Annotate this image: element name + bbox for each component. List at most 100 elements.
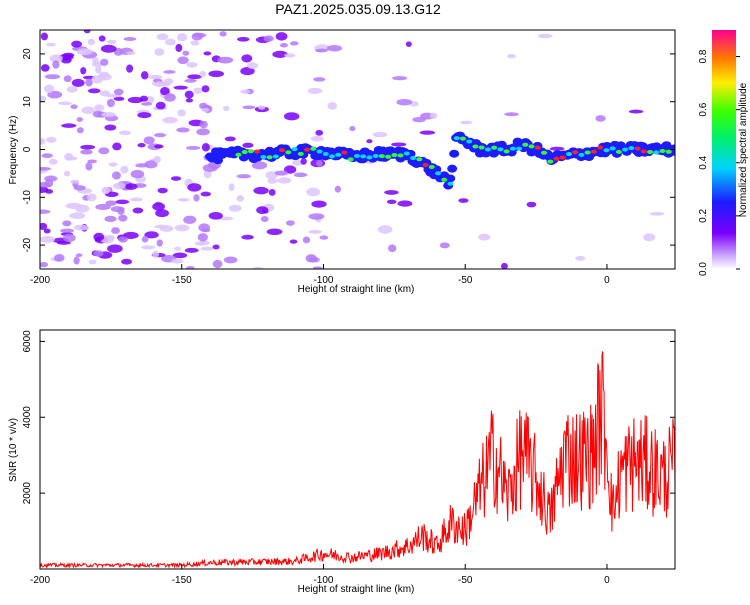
spectrogram-cell — [289, 41, 299, 46]
spectrogram-cell — [153, 132, 167, 138]
spectrogram-cell — [266, 228, 283, 236]
spectrogram-cell — [183, 215, 197, 224]
spectrogram-cell — [311, 200, 327, 208]
spectrogram-cell — [143, 136, 155, 145]
spectrogram-cell — [125, 51, 136, 55]
spectrogram-cell — [155, 101, 166, 110]
spectrogram-cell — [83, 30, 91, 34]
spectrogram-cell — [52, 60, 60, 69]
spectrogram-cell — [322, 152, 329, 157]
spectrogram-cell — [360, 154, 367, 159]
spectrogram-cell — [140, 71, 149, 80]
spectrogram-cell — [447, 181, 454, 186]
spectrogram-cell — [47, 90, 63, 99]
spectrogram-cell — [603, 148, 610, 153]
spectrogram-cell — [372, 131, 388, 138]
x-tick-label: 0 — [604, 275, 610, 286]
spectrogram-cell — [458, 198, 469, 203]
spectrogram-cell — [251, 161, 268, 170]
spectrogram-cell — [478, 145, 485, 150]
spectrogram-cell — [115, 199, 130, 205]
spectrogram-cell — [58, 101, 72, 106]
spectrogram-cell — [81, 106, 95, 115]
spectrogram-cell — [353, 154, 360, 159]
spectrogram-cell — [141, 245, 156, 250]
spectrogram-cell — [73, 224, 90, 231]
spectrogram-cell — [447, 164, 458, 173]
spectrogram-cell — [40, 222, 48, 230]
colorbar-label: Normalized spectral amplitude — [738, 82, 749, 217]
y-tick-label: 2000 — [22, 482, 33, 505]
spectrogram-cell — [71, 78, 85, 87]
spectrogram-cell — [308, 213, 325, 220]
spectrogram-cell — [187, 74, 202, 80]
spectrogram-cell — [224, 136, 236, 142]
x-tick-label: 0 — [604, 575, 610, 586]
spectrogram-cell — [120, 165, 129, 174]
spectrogram-cell — [141, 235, 149, 243]
spectrogram-x-axis-label: Height of straight line (km) — [298, 284, 415, 295]
spectrogram-cell — [112, 142, 122, 151]
x-tick-label: -50 — [458, 275, 473, 286]
spectrogram-cell — [653, 150, 660, 155]
spectrogram-cell — [240, 67, 255, 76]
spectrogram-cell — [184, 247, 199, 253]
spectrogram-x-ticks: -200 -150 -100 -50 0 — [30, 264, 610, 286]
x-tick-label: -200 — [30, 575, 50, 586]
spectrogram-cell — [157, 187, 168, 194]
spectrogram-cell — [391, 142, 407, 147]
spectrogram-cell — [54, 254, 65, 262]
spectrogram-cell — [98, 71, 110, 79]
spectrogram-cell — [164, 78, 174, 85]
spectrogram-cell — [459, 136, 466, 141]
spectrogram-cell — [293, 172, 308, 178]
spectrogram-cell — [538, 33, 553, 39]
spectrogram-cell — [628, 146, 635, 151]
spectrogram-cell — [297, 151, 304, 156]
spectrogram-cell — [94, 104, 105, 112]
spectrogram-cell — [118, 214, 128, 222]
spectrogram-cell — [228, 204, 242, 212]
spectrogram-cell — [522, 142, 529, 147]
spectrogram-cell — [310, 146, 317, 151]
spectrogram-cell — [117, 207, 125, 215]
spectrogram-cell — [484, 147, 491, 152]
spectrogram-cell — [85, 78, 93, 87]
colorbar: 0.0 0.2 0.4 0.6 0.8 Normalized spectral ampl… — [698, 30, 749, 276]
spectrogram-cell — [170, 176, 182, 181]
spectrogram-cell — [155, 81, 163, 87]
spectrogram-y-ticks: -20 -10 0 10 20 — [22, 48, 675, 252]
spectrogram-cell — [504, 112, 519, 117]
spectrogram-cell — [634, 146, 641, 151]
spectrogram-cell — [193, 87, 203, 94]
spectrogram-cell — [534, 145, 541, 150]
spectrogram-cell — [100, 58, 109, 66]
spectrogram-cell — [665, 149, 672, 154]
spectrogram-cell — [174, 224, 190, 232]
spectrogram-cell — [60, 57, 72, 64]
spectrogram-cell — [163, 70, 176, 74]
spectrogram-cell — [40, 95, 47, 102]
spectrogram-cell — [501, 262, 508, 269]
spectrogram-cell — [162, 116, 178, 124]
spectrogram-cell — [45, 189, 54, 194]
spectrogram-y-axis-label: Frequency (Hz) — [8, 116, 19, 185]
spectrogram-cell — [283, 112, 300, 121]
spectrogram-cell — [175, 43, 183, 52]
spectrogram-cell — [200, 191, 211, 197]
spectrogram-cell — [200, 246, 214, 251]
spectrogram-cell — [429, 112, 438, 119]
spectrogram-cell — [235, 152, 242, 157]
spectrogram-cell — [40, 167, 52, 171]
spectrogram-cell — [62, 233, 76, 243]
spectrogram-cell — [622, 147, 629, 152]
spectrogram-cell — [241, 150, 248, 155]
spectrogram-cell — [173, 85, 188, 90]
spectrogram-cell — [291, 147, 298, 152]
spectrogram-cell — [335, 152, 342, 157]
spectrogram-cell — [643, 233, 656, 242]
spectrogram-cell — [193, 194, 200, 202]
spectrogram-cell — [285, 150, 292, 155]
spectrogram-cell — [397, 153, 404, 158]
spectrogram-cell — [439, 242, 450, 249]
